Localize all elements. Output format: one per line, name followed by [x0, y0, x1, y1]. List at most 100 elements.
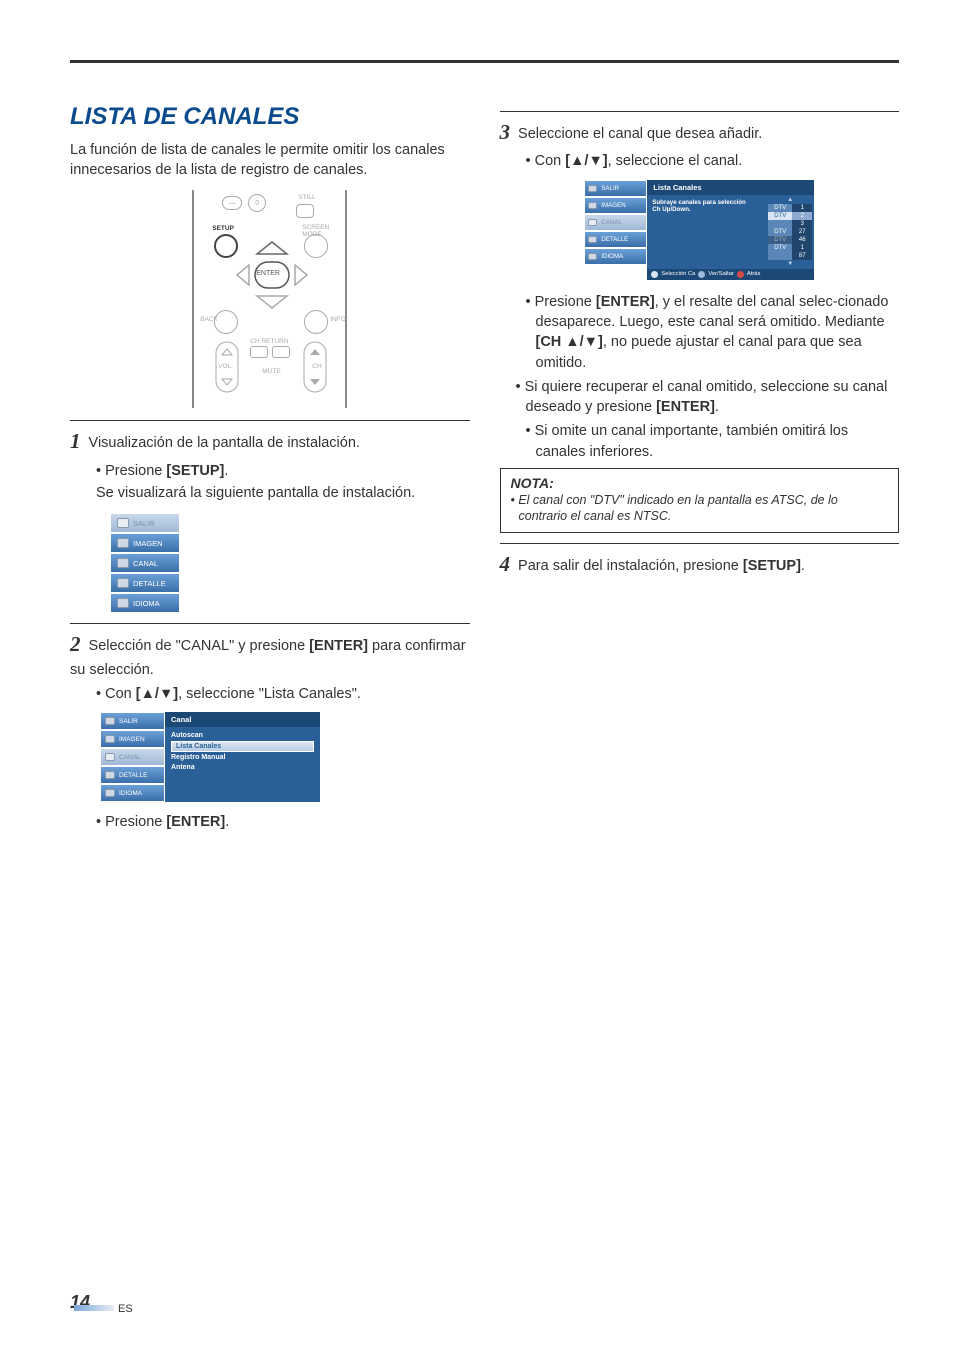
step1-num: 1	[70, 429, 81, 453]
s3-left: SALIR IMAGEN CANAL DETALLE IDIOMA	[584, 180, 647, 280]
nota-box: NOTA: • El canal con "DTV" indicado en l…	[500, 468, 900, 533]
channel-type	[768, 220, 792, 228]
channel-number: 1	[792, 204, 812, 212]
enter-label: ENTER	[256, 270, 280, 277]
exit-icon	[117, 518, 129, 528]
m2-idioma: IDIOMA	[100, 784, 165, 802]
s3-right: Lista Canales Subraye canales para selec…	[647, 180, 814, 280]
step2-num: 2	[70, 632, 81, 656]
channel-row: DTV27	[768, 228, 812, 236]
intro-text: La función de lista de canales le permit…	[70, 141, 470, 180]
image-icon	[105, 735, 115, 743]
channel-number: 87	[792, 252, 812, 260]
detail-icon	[105, 771, 115, 779]
channel-row: DTV2	[768, 212, 812, 220]
scroll-up-icon: ▲	[768, 197, 812, 203]
language-icon	[105, 789, 115, 797]
canal-submenu-left: SALIR IMAGEN CANAL DETALLE IDIOMA	[100, 712, 165, 802]
step3-p3: • Si omite un canal importante, también …	[526, 421, 900, 462]
channel-icon	[117, 558, 129, 568]
channel-icon	[105, 753, 115, 761]
step1-rule	[70, 420, 470, 421]
opt-antena: Antena	[171, 763, 314, 772]
right-column: 3 Seleccione el canal que desea añadir. …	[500, 103, 900, 832]
s3-channel-list: ▲ DTV1DTV23DTV27DTV46DTV187 ▼	[766, 195, 814, 269]
step4-num: 4	[500, 552, 511, 576]
setup-menu-small: SALIR IMAGEN CANAL DETALLE IDIOMA	[110, 513, 180, 613]
vol-label: VOL.	[218, 363, 233, 370]
channel-number: 2	[792, 212, 812, 220]
content-columns: LISTA DE CANALES La función de lista de …	[70, 103, 899, 832]
step3-p1: • Presione [ENTER], y el resalte del can…	[526, 292, 900, 373]
step2-enter: • Presione [ENTER].	[96, 812, 470, 832]
canal-submenu-right: Canal Autoscan Lista Canales Registro Ma…	[165, 712, 320, 802]
s3-detalle: DETALLE	[584, 231, 647, 248]
still-button	[296, 204, 314, 218]
channel-type: DTV	[768, 236, 792, 244]
menu1-canal: CANAL	[110, 553, 180, 573]
opt-registro: Registro Manual	[171, 753, 314, 762]
channel-row: DTV1	[768, 204, 812, 212]
chreturn-button	[250, 346, 268, 358]
channel-type: DTV	[768, 204, 792, 212]
m2-salir: SALIR	[100, 712, 165, 730]
page-lang: ES	[118, 1303, 133, 1315]
s3-header: Lista Canales	[647, 180, 814, 195]
canal-submenu: SALIR IMAGEN CANAL DETALLE IDIOMA Canal …	[100, 712, 320, 802]
language-icon	[588, 253, 597, 260]
mute-button	[272, 346, 290, 358]
channel-icon	[588, 219, 597, 226]
channel-number: 27	[792, 228, 812, 236]
detail-icon	[117, 578, 129, 588]
info-button	[304, 310, 328, 334]
exit-icon	[105, 717, 115, 725]
setup-label: SETUP	[212, 225, 234, 232]
opt-lista-canales: Lista Canales	[171, 741, 314, 752]
nota-body: • El canal con "DTV" indicado en la pant…	[511, 493, 889, 524]
chreturn-label: CH RETURN	[250, 338, 288, 345]
channel-row: DTV1	[768, 244, 812, 252]
channel-row: 87	[768, 252, 812, 260]
channel-row: DTV46	[768, 236, 812, 244]
menu1-detalle: DETALLE	[110, 573, 180, 593]
menu1-imagen: IMAGEN	[110, 533, 180, 553]
step1-text: Visualización de la pantalla de instalac…	[89, 435, 360, 451]
step3-rule	[500, 111, 900, 112]
remote-body: — 0 STILL SETUP SCREEN MODE ENTER	[192, 190, 347, 408]
step3-line: 3 Seleccione el canal que desea añadir.	[500, 118, 900, 147]
channel-number: 1	[792, 244, 812, 252]
step4-rule	[500, 543, 900, 544]
page-footer: 14 ES	[70, 1292, 899, 1313]
opt-autoscan: Autoscan	[171, 731, 314, 740]
s3-salir: SALIR	[584, 180, 647, 197]
canal-header: Canal	[165, 712, 320, 727]
language-icon	[117, 598, 129, 608]
top-rule	[70, 60, 899, 63]
mute-label: MUTE	[262, 368, 280, 375]
step1-b1: • Presione [SETUP].	[96, 461, 470, 481]
s3-idioma: IDIOMA	[584, 248, 647, 265]
m2-imagen: IMAGEN	[100, 730, 165, 748]
s3-imagen: IMAGEN	[584, 197, 647, 214]
canal-body: Autoscan Lista Canales Registro Manual A…	[165, 727, 320, 802]
channel-type	[768, 252, 792, 260]
m2-detalle: DETALLE	[100, 766, 165, 784]
info-label: INFO	[330, 316, 346, 323]
s3-main: Subraye canales para selección Ch Up/Dow…	[647, 195, 814, 269]
channel-number: 3	[792, 220, 812, 228]
dot3-icon	[737, 271, 744, 278]
step2-rule	[70, 623, 470, 624]
still-label: STILL	[298, 194, 315, 201]
m2-canal: CANAL	[100, 748, 165, 766]
channel-row: 3	[768, 220, 812, 228]
s3-text: Subraye canales para selección Ch Up/Dow…	[647, 195, 766, 269]
page-title: LISTA DE CANALES	[70, 103, 470, 131]
step3-num: 3	[500, 120, 511, 144]
zero-button: 0	[248, 194, 266, 212]
menu1-salir: SALIR	[110, 513, 180, 533]
step3-p2: • Si quiere recuperar el canal omitido, …	[516, 377, 900, 418]
step3-b1: • Con [▲/▼], seleccione el canal.	[526, 151, 900, 171]
dot2-icon	[698, 271, 705, 278]
channel-type: DTV	[768, 228, 792, 236]
remote-illustration: — 0 STILL SETUP SCREEN MODE ENTER	[70, 190, 470, 408]
